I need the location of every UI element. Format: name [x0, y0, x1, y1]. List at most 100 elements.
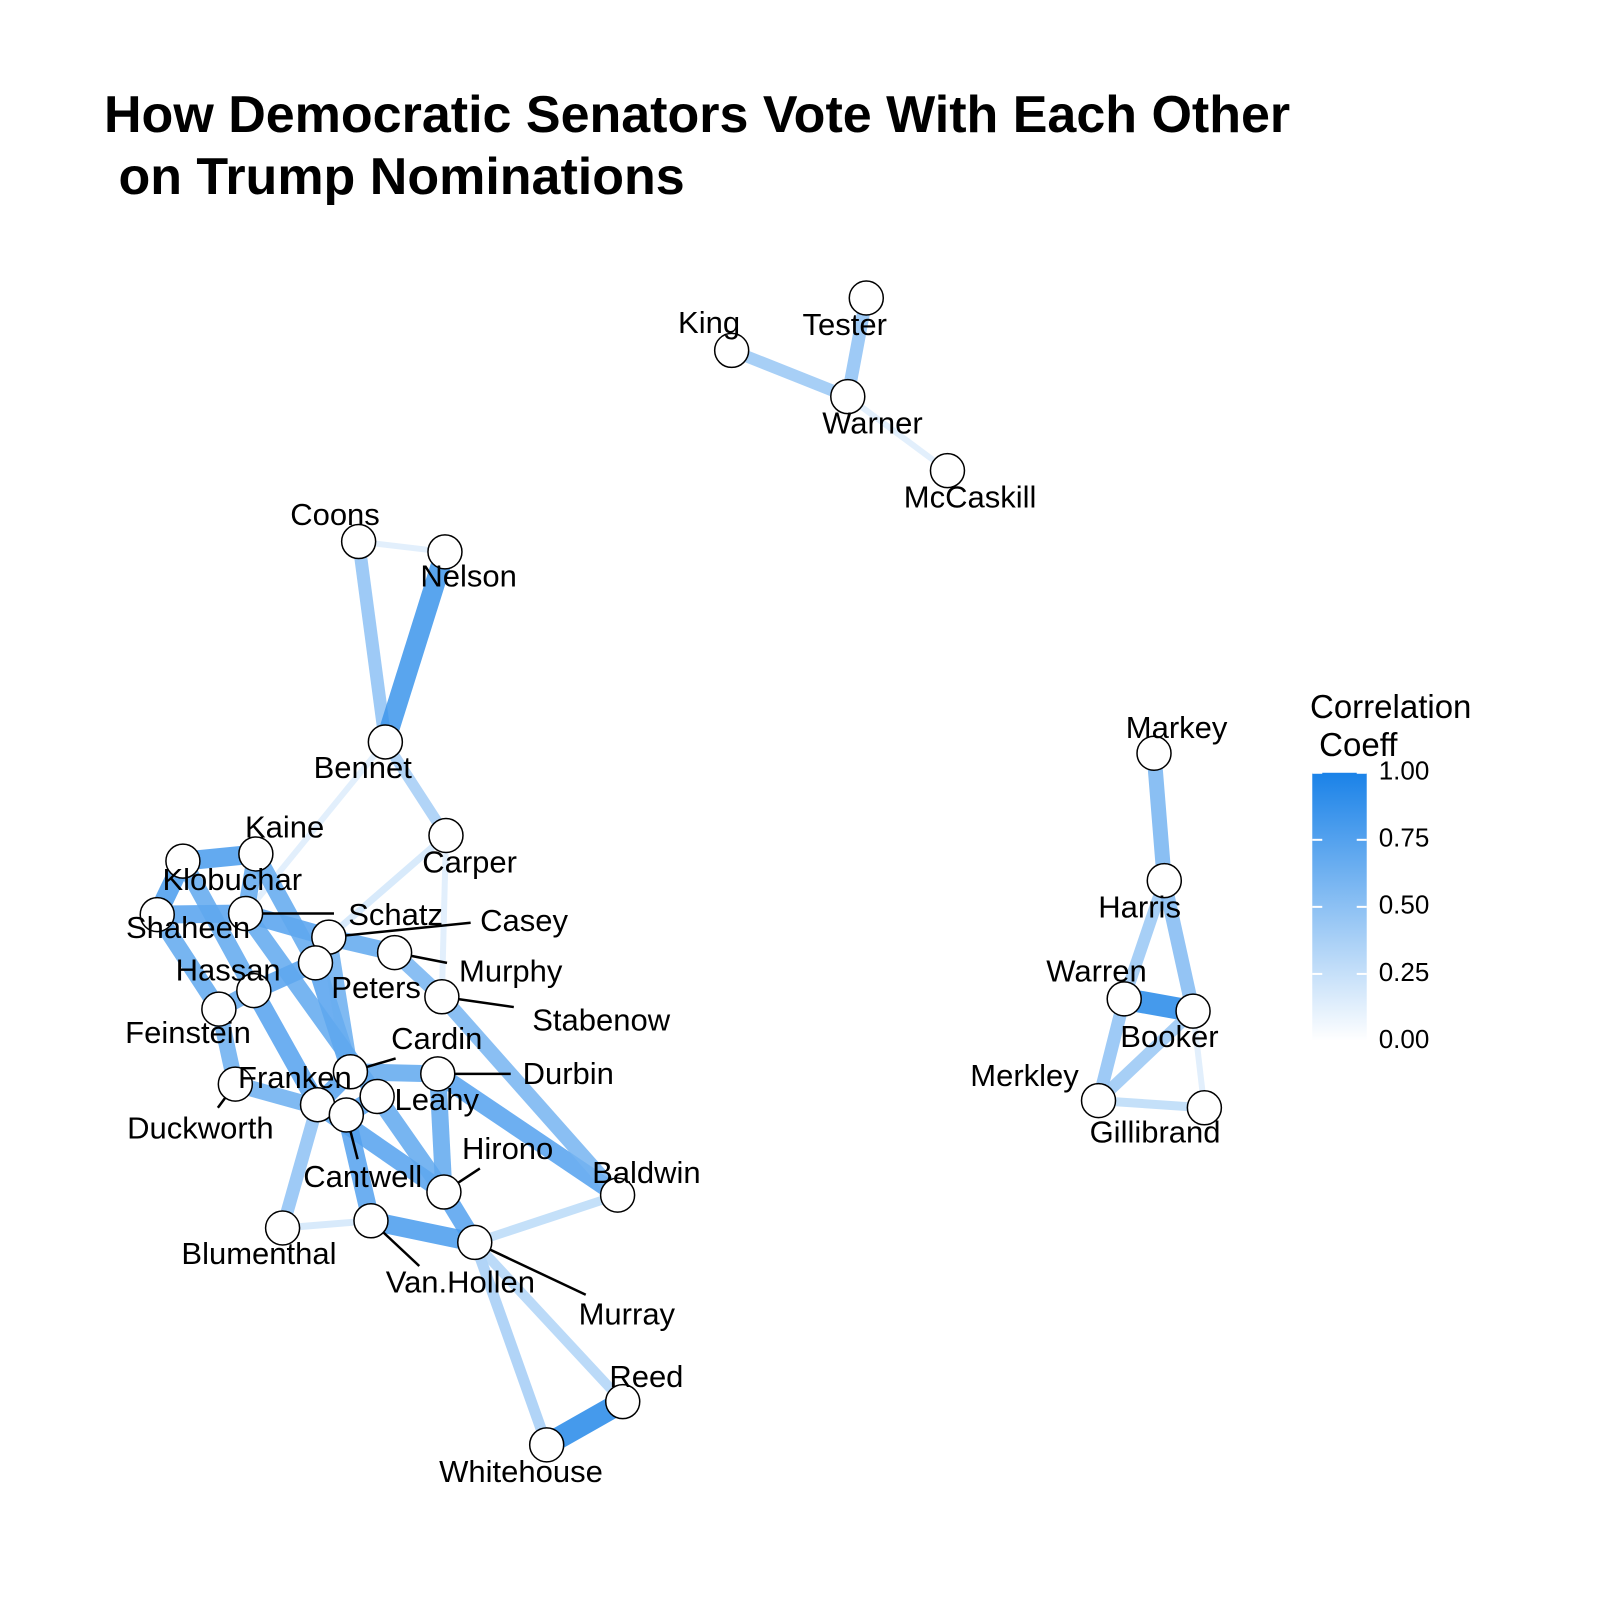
- node: [604, 1383, 641, 1420]
- node: [359, 1078, 395, 1115]
- node-label: Murray: [579, 1297, 676, 1332]
- node-label: Shaheen: [126, 910, 250, 945]
- node: [848, 280, 885, 316]
- edge: [471, 1238, 627, 1406]
- node-label: Gillibrand: [1090, 1115, 1221, 1150]
- node-label: Feinstein: [125, 1015, 251, 1050]
- chart-title: How Democratic Senators Vote With Each O…: [104, 86, 1291, 206]
- node: [929, 452, 966, 489]
- node-label: Tester: [802, 307, 886, 342]
- node: [238, 836, 274, 872]
- node: [528, 1427, 565, 1463]
- edge: [370, 1091, 451, 1197]
- edge: [438, 835, 449, 997]
- edge: [248, 849, 323, 967]
- edge: [245, 986, 326, 1110]
- node-label: Carper: [422, 844, 517, 879]
- node-label: Booker: [1120, 1019, 1218, 1054]
- node-label: Markey: [1126, 710, 1228, 745]
- node-label: Blumenthal: [181, 1236, 336, 1271]
- node: [1106, 981, 1142, 1017]
- node: [428, 817, 464, 854]
- node: [340, 523, 377, 560]
- node-label: Cantwell: [303, 1159, 422, 1194]
- node-label: Bennet: [314, 750, 413, 785]
- edge: [845, 394, 950, 474]
- edge: [432, 1066, 623, 1203]
- edge: [375, 548, 455, 745]
- edge: [729, 344, 851, 403]
- edge: [473, 1190, 620, 1247]
- leader-line: [474, 1241, 587, 1296]
- node: [1146, 862, 1183, 899]
- node-label: Merkley: [970, 1058, 1079, 1093]
- edge: [175, 857, 262, 995]
- node: [1175, 993, 1211, 1029]
- edge: [380, 738, 451, 839]
- node: [830, 378, 866, 415]
- edge: [429, 1073, 453, 1193]
- node: [457, 1224, 493, 1261]
- edge: [1118, 878, 1170, 1001]
- legend-title: Correlation Coeff: [1310, 688, 1472, 763]
- node-label: Van.Hollen: [386, 1265, 535, 1300]
- node: [165, 843, 201, 879]
- node: [376, 934, 413, 971]
- node-label: Harris: [1098, 890, 1181, 925]
- node-label: Reed: [609, 1359, 683, 1394]
- leader-line: [328, 921, 471, 939]
- node: [353, 1203, 389, 1239]
- node-label: Whitehouse: [439, 1454, 603, 1489]
- node-label: Schatz: [348, 897, 443, 932]
- node-label: Peters: [331, 970, 421, 1005]
- node: [217, 1066, 254, 1102]
- node: [424, 979, 460, 1015]
- node-label: Kaine: [245, 809, 324, 844]
- node: [599, 1177, 636, 1213]
- node-label: Murphy: [459, 953, 563, 988]
- node-label: Baldwin: [592, 1155, 701, 1190]
- node: [332, 1054, 369, 1090]
- node: [139, 896, 175, 933]
- node: [201, 991, 237, 1027]
- node: [227, 895, 264, 932]
- edge: [326, 832, 449, 940]
- edge: [276, 1102, 324, 1230]
- node: [328, 1097, 365, 1133]
- node-label: King: [678, 305, 740, 340]
- node: [1080, 1082, 1117, 1119]
- node-label: Duckworth: [127, 1111, 273, 1146]
- node: [297, 945, 334, 981]
- colorbar-tick-label: 0.75: [1379, 823, 1430, 853]
- node: [1136, 735, 1172, 771]
- node: [420, 1056, 456, 1092]
- node-label: Durbin: [523, 1056, 614, 1091]
- node-label: Casey: [480, 903, 568, 938]
- node-label: Warren: [1046, 953, 1146, 988]
- node: [236, 972, 272, 1009]
- node-label: Stabenow: [532, 1003, 670, 1038]
- node-label: Leahy: [395, 1082, 480, 1117]
- node-label: Warner: [822, 406, 922, 441]
- node-label: Franken: [238, 1060, 352, 1095]
- edge: [1146, 752, 1172, 882]
- node-label: Hirono: [462, 1131, 553, 1166]
- node: [1186, 1090, 1223, 1126]
- colorbar-tick-label: 0.00: [1379, 1024, 1430, 1054]
- edge: [436, 991, 624, 1201]
- node-label: Hassan: [176, 952, 281, 987]
- edge: [352, 540, 392, 743]
- colorbar-tick-label: 0.25: [1379, 957, 1430, 987]
- edge: [469, 1240, 552, 1447]
- edge: [1157, 879, 1200, 1013]
- node: [426, 1174, 462, 1210]
- edge: [1094, 1006, 1198, 1105]
- node: [264, 1210, 301, 1246]
- node-label: McCaskill: [904, 480, 1037, 515]
- colorbar-tick-label: 1.00: [1379, 756, 1430, 786]
- node: [713, 332, 750, 369]
- node-label: Coons: [290, 497, 380, 532]
- node-label: Klobuchar: [162, 862, 302, 897]
